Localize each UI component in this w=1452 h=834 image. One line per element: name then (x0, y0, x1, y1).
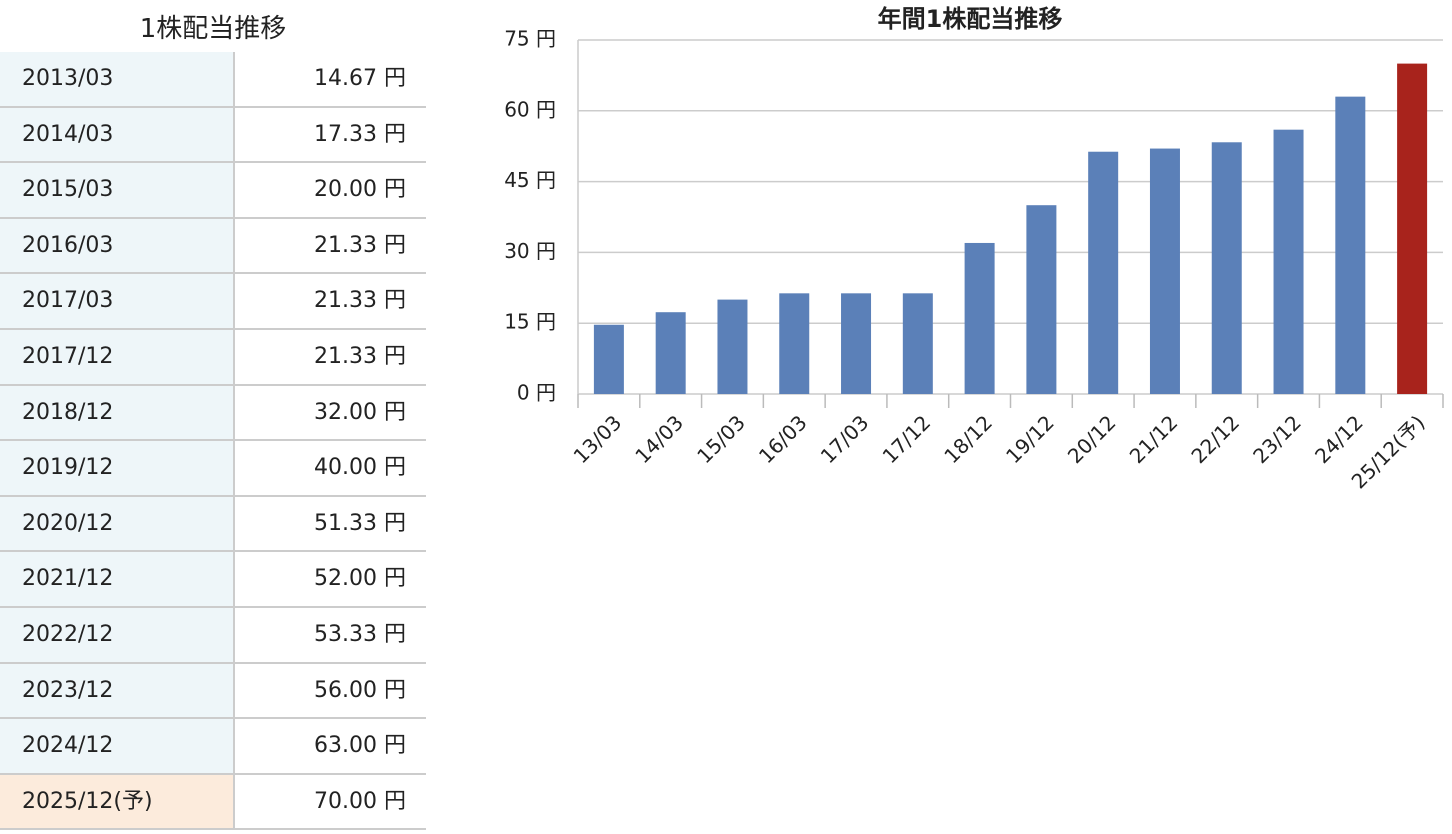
period-cell: 2014/03 (0, 107, 235, 162)
x-tick-label: 18/12 (939, 410, 997, 468)
bar (1088, 151, 1119, 394)
bar (655, 312, 686, 394)
bar (717, 299, 748, 394)
x-tick-label: 24/12 (1310, 410, 1368, 468)
table-row: 2018/12 32.00 円 (0, 385, 426, 442)
chart: 年間1株配当推移 0 円 15 円 30 円 45 円 60 円 75 円 13/03 14/… (504, 5, 1444, 493)
bar (1273, 129, 1304, 394)
dividend-cell: 21.33 円 (314, 343, 406, 369)
dividend-cell: 20.00 円 (314, 177, 406, 203)
table-row: 2016/03 21.33 円 (0, 218, 426, 275)
x-tick-label: 20/12 (1063, 410, 1121, 468)
bar (1335, 96, 1366, 394)
x-tick-label: 22/12 (1186, 410, 1244, 468)
table-row: 2013/03 14.67 円 (0, 52, 426, 108)
table-row: 2024/12 63.00 円 (0, 719, 426, 775)
table-row: 2025/12(予) 70.00 円 (0, 774, 426, 831)
period-cell: 2022/12 (0, 607, 235, 662)
bar (1397, 63, 1428, 394)
y-tick-label: 0 円 (517, 381, 556, 405)
table-title: 1株配当推移 (139, 14, 287, 44)
dividend-cell: 53.33 円 (314, 621, 406, 647)
bar (964, 242, 995, 394)
dividend-cell: 21.33 円 (314, 232, 406, 258)
x-tick-label: 19/12 (1001, 410, 1059, 468)
period-cell: 2015/03 (0, 163, 235, 217)
dividend-cell: 63.00 円 (314, 733, 406, 759)
y-tick-label: 30 円 (504, 239, 556, 263)
period-cell: 2017/12 (0, 329, 235, 384)
period-cell: 2020/12 (0, 496, 235, 551)
bar (1211, 142, 1242, 394)
period-cell: 2018/12 (0, 385, 235, 440)
dividend-table: 1株配当推移 2013/03 14.67 円 2014/03 17.33 円 2015/… (0, 0, 426, 831)
y-tick-label: 15 円 (504, 310, 556, 334)
x-tick-label: 23/12 (1248, 410, 1306, 468)
table-row: 2020/12 51.33 円 (0, 496, 426, 553)
period-cell: 2019/12 (0, 441, 235, 495)
x-tick-label: 17/12 (878, 410, 936, 468)
table-row: 2017/12 21.33 円 (0, 329, 426, 386)
x-tick-label: 13/03 (569, 410, 627, 468)
period-cell: 2021/12 (0, 552, 235, 606)
chart-title: 年間1株配当推移 (878, 5, 1063, 33)
dividend-cell: 56.00 円 (314, 677, 406, 703)
table-row: 2023/12 56.00 円 (0, 663, 426, 720)
table-row: 2017/03 21.33 円 (0, 274, 426, 330)
bar (841, 293, 872, 394)
period-cell: 2025/12(予) (0, 774, 235, 829)
x-tick-label: 16/03 (754, 410, 812, 468)
dividend-cell: 52.00 円 (314, 566, 406, 592)
period-cell: 2013/03 (0, 52, 235, 106)
y-tick-label: 45 円 (504, 168, 556, 192)
y-tick-label: 75 円 (504, 27, 556, 51)
dividend-cell: 40.00 円 (314, 455, 406, 481)
period-cell: 2023/12 (0, 663, 235, 718)
table-row: 2014/03 17.33 円 (0, 107, 426, 164)
x-tick-label: 15/03 (692, 410, 750, 468)
x-tick-label: 14/03 (630, 410, 688, 468)
table-row: 2015/03 20.00 円 (0, 163, 426, 219)
period-cell: 2016/03 (0, 218, 235, 273)
dividend-cell: 32.00 円 (314, 399, 406, 425)
dividend-cell: 17.33 円 (314, 121, 406, 147)
bar (593, 324, 624, 394)
bar (1149, 148, 1180, 394)
dividend-cell: 51.33 円 (314, 510, 406, 536)
table-row: 2021/12 52.00 円 (0, 552, 426, 608)
period-cell: 2017/03 (0, 274, 235, 328)
bar (902, 293, 933, 394)
table-row: 2019/12 40.00 円 (0, 441, 426, 497)
dividend-cell: 70.00 円 (314, 788, 406, 814)
bar (779, 293, 810, 394)
dividend-cell: 14.67 円 (314, 66, 406, 91)
table-row: 2022/12 53.33 円 (0, 607, 426, 664)
dividend-cell: 21.33 円 (314, 288, 406, 314)
x-tick-label: 17/03 (816, 410, 874, 468)
period-cell: 2024/12 (0, 719, 235, 773)
x-tick-label: 21/12 (1125, 410, 1183, 468)
bar (1026, 205, 1057, 394)
y-tick-label: 60 円 (504, 97, 556, 121)
